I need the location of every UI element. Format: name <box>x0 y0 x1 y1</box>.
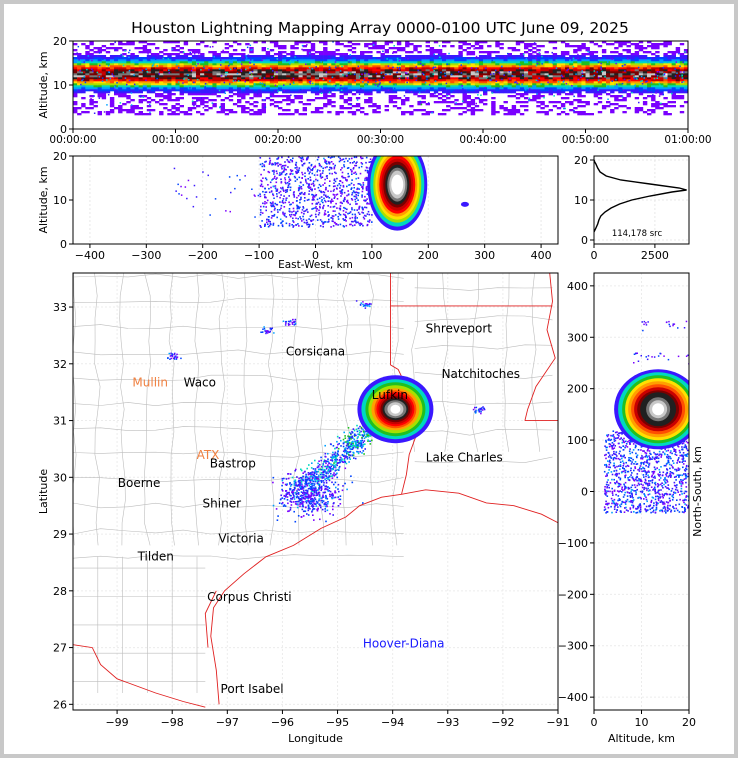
time-height-xtick-label: 00:40:00 <box>459 134 506 146</box>
ns-xlabel: Altitude, km <box>608 732 675 745</box>
ew-xtick-label: −400 <box>75 249 105 262</box>
ew-xtick-label: 0 <box>312 249 319 262</box>
histogram-ytick-label: 0 <box>581 234 588 247</box>
city-label: Boerne <box>118 476 161 490</box>
map-xtick-label: −92 <box>491 716 514 729</box>
ew-xtick-label: 100 <box>361 249 382 262</box>
map-xtick-label: −93 <box>436 716 459 729</box>
map-axes <box>72 272 559 711</box>
city-label: Corpus Christi <box>207 590 292 604</box>
ew-ylabel: Altitude, km <box>37 166 50 233</box>
map-ytick-label: 32 <box>53 358 67 371</box>
map-area: Shreveport Corsicana Natchitoches Mullin Wac… <box>73 273 558 710</box>
ns-ytick-label: −300 <box>558 640 588 653</box>
map-ytick-label: 29 <box>53 528 67 541</box>
time-height-xtick-label: 01:00:00 <box>664 134 711 146</box>
map-xtick-label: −98 <box>161 716 184 729</box>
rio-grande <box>73 644 206 708</box>
map-ytick-label: 26 <box>53 698 67 711</box>
time-height-xtick-label: 00:50:00 <box>562 134 609 146</box>
map-xtick-label: −94 <box>381 716 404 729</box>
ns-ytick-label: −100 <box>558 537 588 550</box>
ns-ytick-label: 400 <box>567 280 588 293</box>
time-height-ytick-label: 0 <box>60 123 67 136</box>
ns-density <box>594 273 689 710</box>
ew-xtick-label: −300 <box>131 249 161 262</box>
histogram-xtick-label: 2500 <box>641 249 669 262</box>
ns-ytick-label: 0 <box>581 486 588 499</box>
histogram-ytick-label: 10 <box>574 194 588 207</box>
lma-figure: Houston Lightning Mapping Array 0000-010… <box>37 19 712 745</box>
time-height-xtick-label: 00:00:00 <box>49 134 96 146</box>
time-height-density <box>73 41 688 116</box>
ew-core-ring <box>391 174 404 195</box>
map-xlabel: Longitude <box>288 732 343 745</box>
ns-ytick-label: −200 <box>558 588 588 601</box>
mississippi-river <box>524 273 556 421</box>
city-label: Shiner <box>203 496 242 510</box>
ns-ytick-label: −400 <box>558 691 588 704</box>
map-ylabel: Latitude <box>37 469 50 515</box>
ew-xlabel: East-West, km <box>278 259 353 271</box>
time-height-xtick-label: 00:10:00 <box>152 134 199 146</box>
histogram-plot <box>594 156 689 244</box>
city-label: Bastrop <box>210 457 256 471</box>
ns-ytick-label: 100 <box>567 434 588 447</box>
time-height-xtick-label: 00:30:00 <box>357 134 404 146</box>
map-core-ring <box>390 404 401 414</box>
lightning-sources <box>167 300 486 523</box>
map-ytick-label: 27 <box>53 642 67 655</box>
map-ytick-label: 28 <box>53 585 67 598</box>
time-height-xtick-label: 00:20:00 <box>254 134 301 146</box>
map-xtick-label: −91 <box>546 716 569 729</box>
ew-ytick-label: 20 <box>53 150 67 163</box>
city-label: Natchitoches <box>442 367 520 381</box>
source-count-label: 114,178 src <box>612 229 663 239</box>
city-label: Corsicana <box>286 344 345 358</box>
ew-xtick-label: 400 <box>531 249 552 262</box>
ew-ytick-label: 10 <box>53 194 67 207</box>
city-label: ATX <box>197 448 220 462</box>
ew-ytick-label: 0 <box>60 238 67 251</box>
ew-density <box>89 156 542 244</box>
ew-cell-east <box>460 201 469 207</box>
ns-ytick-label: 300 <box>567 331 588 344</box>
city-label: Victoria <box>218 532 264 546</box>
histogram-profile-line <box>594 159 687 233</box>
map-xtick-label: −99 <box>105 716 128 729</box>
ns-core-ring <box>652 403 665 416</box>
map-ytick-label: 30 <box>53 471 67 484</box>
map-xtick-label: −97 <box>216 716 239 729</box>
ns-ytick-label: 200 <box>567 383 588 396</box>
city-label: Port Isabel <box>221 682 284 696</box>
city-label: Lufkin <box>372 388 408 402</box>
padre-island-line <box>204 590 217 648</box>
time-height-ylabel: Altitude, km <box>37 51 50 118</box>
city-label: Tilden <box>137 550 174 564</box>
histogram-ytick-label: 20 <box>574 154 588 167</box>
ns-xtick-label: 20 <box>682 716 696 729</box>
ew-xtick-label: 200 <box>418 249 439 262</box>
histogram-xtick-label: 0 <box>591 249 598 262</box>
gulf-coastline <box>210 489 558 705</box>
map-xtick-label: −95 <box>326 716 349 729</box>
map-ytick-label: 31 <box>53 415 67 428</box>
city-label: Mullin <box>132 376 168 390</box>
city-label: Shreveport <box>426 322 493 336</box>
city-label: Hoover-Diana <box>363 637 445 651</box>
figure-title: Houston Lightning Mapping Array 0000-010… <box>131 19 629 37</box>
ew-xtick-label: −100 <box>244 249 274 262</box>
figure-frame: Houston Lightning Mapping Array 0000-010… <box>4 4 734 754</box>
ew-xtick-label: −200 <box>188 249 218 262</box>
ew-xtick-label: 300 <box>474 249 495 262</box>
ns-ylabel: North-South, km <box>691 446 704 537</box>
time-height-ytick-label: 20 <box>53 35 67 48</box>
map-xtick-label: −96 <box>271 716 294 729</box>
time-height-ytick-label: 10 <box>53 79 67 92</box>
ns-xtick-label: 10 <box>635 716 649 729</box>
city-label: Waco <box>184 376 216 390</box>
city-label: Lake Charles <box>426 450 503 464</box>
ns-xtick-label: 0 <box>591 716 598 729</box>
map-ytick-label: 33 <box>53 301 67 314</box>
